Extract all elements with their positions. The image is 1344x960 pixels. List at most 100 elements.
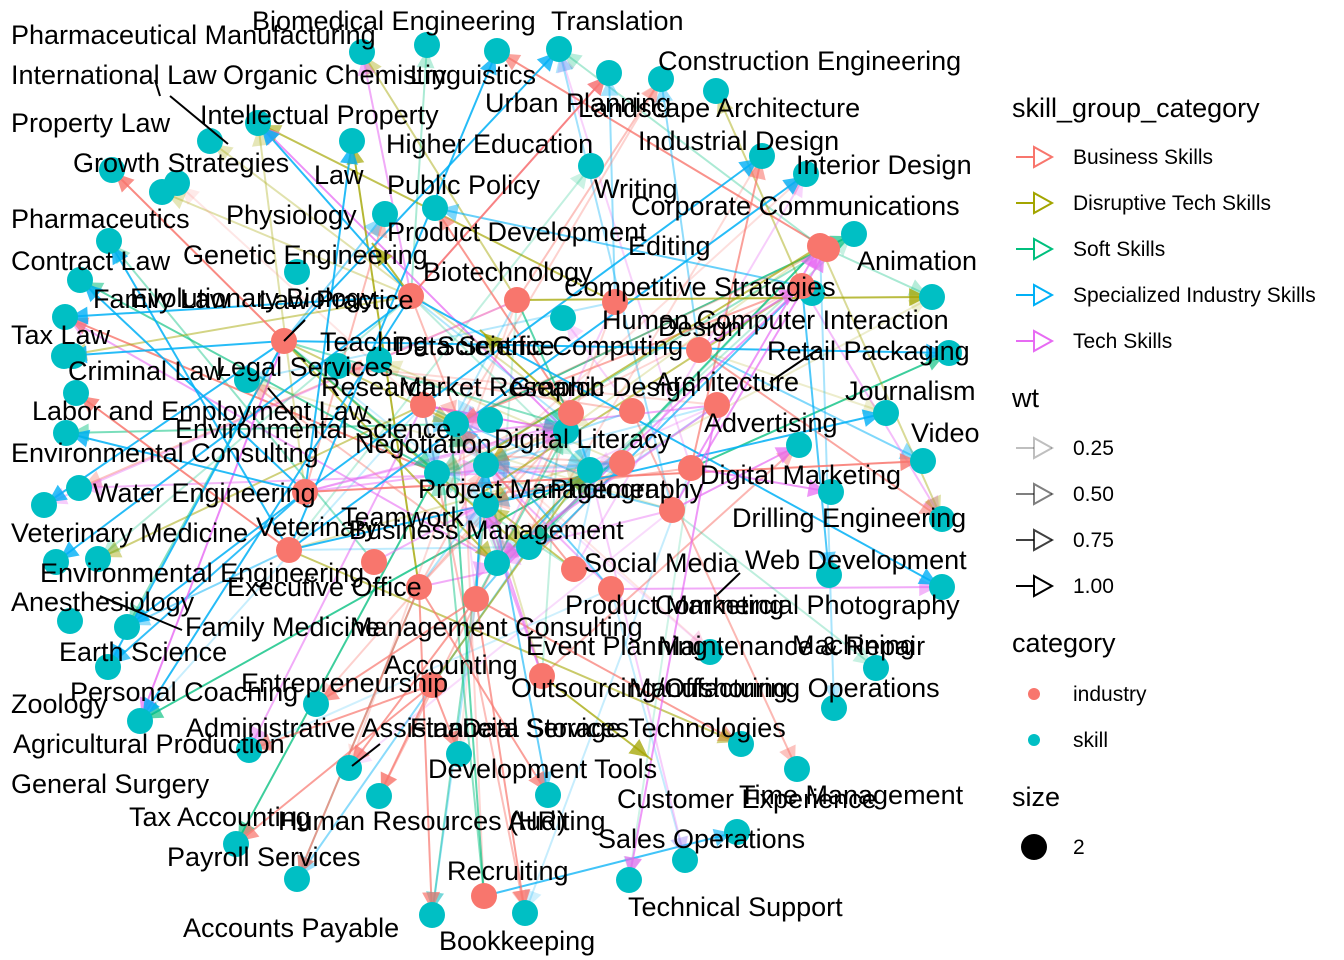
skill-node	[245, 110, 271, 136]
edge	[304, 213, 386, 493]
edge-arrowhead	[655, 83, 674, 103]
edge	[422, 404, 711, 653]
node-label-competitive-strategies: Competitive Strategies	[564, 272, 836, 302]
skill-node	[550, 305, 576, 331]
edge	[111, 169, 285, 342]
edge	[435, 248, 828, 483]
edge-arrowhead	[899, 453, 919, 472]
edge	[631, 410, 798, 770]
node-label-research: Research	[321, 372, 437, 402]
skill-node	[414, 32, 440, 58]
node-label-human-resources-hr: Human Resources (HR)	[278, 806, 566, 836]
edge	[447, 299, 518, 431]
skill-node	[512, 900, 538, 926]
edge	[410, 295, 943, 588]
skill-node	[31, 492, 57, 518]
edge	[139, 340, 285, 722]
legend-label-skill: skill	[1073, 729, 1108, 752]
node-label-biotechnology: Biotechnology	[423, 257, 593, 287]
node-label-management-consulting: Management Consulting	[350, 612, 643, 642]
edge	[257, 122, 306, 493]
label-leader-line	[351, 743, 381, 767]
node-label-law-practice: Law Practice	[259, 285, 414, 315]
skill-node	[841, 221, 867, 247]
edge	[315, 412, 572, 705]
skill-node	[535, 782, 561, 808]
skill-node	[52, 304, 78, 330]
edge	[455, 423, 477, 600]
edge	[431, 464, 590, 686]
node-label-video: Video	[911, 418, 980, 448]
legend-key-skill	[1028, 734, 1040, 746]
node-label-tax-accounting: Tax Accounting	[129, 802, 311, 832]
industry-node	[561, 556, 587, 582]
edge	[139, 469, 591, 722]
industry-node	[602, 289, 628, 315]
edge	[304, 420, 574, 493]
skill-node	[484, 550, 510, 576]
node-label-writing: Writing	[594, 174, 678, 204]
edge	[63, 295, 412, 357]
edge-arrowhead	[422, 891, 441, 911]
edge-arrowhead	[460, 413, 480, 432]
node-label-digital-marketing: Digital Marketing	[700, 460, 901, 490]
edge-arrowhead	[489, 539, 508, 559]
edge	[558, 48, 673, 511]
node-label-time-management: Time Management	[739, 780, 964, 810]
legend-key-business-skills	[1016, 145, 1055, 169]
edge	[304, 155, 763, 493]
node-label-zoology: Zoology	[11, 689, 108, 719]
skill-node	[234, 367, 260, 393]
edge	[283, 340, 562, 425]
skill-node	[57, 608, 83, 634]
skill-node	[443, 411, 469, 437]
edge	[75, 392, 290, 551]
edge	[410, 44, 428, 297]
node-label-sales-operations: Sales Operations	[598, 824, 805, 854]
node-label-architecture: Architecture	[655, 367, 799, 397]
skill-node	[473, 492, 499, 518]
edge	[283, 340, 495, 562]
node-label-legal-services: Legal Services	[216, 352, 393, 382]
edge	[65, 432, 306, 493]
skill-node	[325, 353, 351, 379]
edge	[410, 295, 593, 474]
edge-arrowhead	[512, 889, 531, 909]
edge-arrowhead	[462, 459, 482, 478]
legend-key-soft-skills	[1016, 237, 1055, 261]
edge	[373, 506, 478, 563]
industry-node	[419, 672, 445, 698]
edge	[235, 472, 438, 845]
edge	[304, 460, 924, 493]
legend-label-wt: 1.00	[1073, 575, 1114, 598]
edge	[288, 173, 807, 551]
skill-node	[703, 78, 729, 104]
edge	[283, 48, 560, 342]
industry-node	[558, 400, 584, 426]
industry-node	[686, 337, 712, 363]
legend-label-disruptive-tech-skills: Disruptive Tech Skills	[1073, 192, 1271, 215]
legend-size-items: 2	[1021, 834, 1085, 860]
edge	[571, 245, 821, 428]
industry-node	[410, 392, 436, 418]
skill-node	[784, 756, 810, 782]
legend-wt-key	[1016, 436, 1055, 460]
label-leader-line	[154, 79, 161, 97]
edge	[418, 506, 480, 588]
node-label-genetic-engineering: Genetic Engineering	[183, 240, 428, 270]
edge	[671, 509, 877, 669]
edge	[455, 78, 662, 425]
skill-node	[67, 267, 93, 293]
edge-arrowhead	[475, 469, 494, 489]
node-label-bookkeeping: Bookkeeping	[439, 926, 595, 956]
node-label-pharmaceutics: Pharmaceutics	[11, 204, 190, 234]
industry-node	[398, 283, 424, 309]
edge	[161, 191, 412, 297]
edge	[464, 404, 718, 435]
industry-node	[619, 398, 645, 424]
skill-node	[223, 831, 249, 857]
legend-label-tech-skills: Tech Skills	[1073, 330, 1172, 353]
node-label-editing: Editing	[628, 231, 711, 261]
legend-title-size: size	[1012, 782, 1060, 812]
industry-node	[678, 455, 704, 481]
